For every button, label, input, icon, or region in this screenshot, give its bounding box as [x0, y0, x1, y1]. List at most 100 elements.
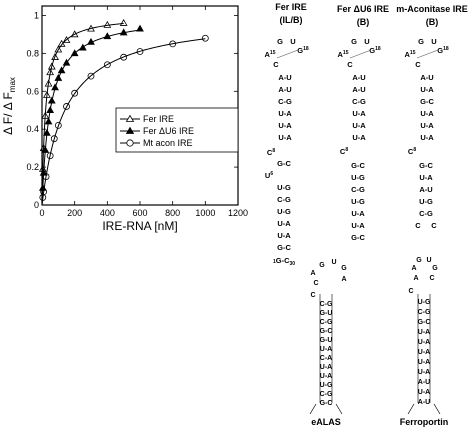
ferroportin-stem-pair: U-A	[418, 339, 430, 346]
ferroportin-bulge-c: C	[408, 288, 413, 295]
ealas-stem-pair: G-U	[320, 337, 333, 344]
ealas-loop-nt: A	[341, 276, 346, 283]
m-aconitase-ire-stem-pair: U-A	[419, 173, 433, 182]
ealas-stem-pair: C-G	[320, 391, 333, 398]
data-point-mt-acon-ire	[54, 122, 62, 129]
ferroportin-stem-pair: U-A	[418, 349, 430, 356]
data-point-mt-acon-ire	[71, 89, 79, 97]
ealas-stem-pair: C-G	[320, 319, 333, 326]
m-aconitase-ire-stem-pair: A-U	[419, 185, 432, 194]
data-point-fer-du6-ire	[119, 28, 128, 36]
fer-du6-ire-lower-stem: G-C U-G C-G U-G U-A U-A G-C	[351, 161, 365, 242]
ferroportin-loop-nt: G	[432, 265, 438, 272]
ealas-loop-nt: A	[310, 270, 315, 277]
data-point-mt-acon-ire	[63, 103, 70, 110]
fer-du6-ire-stem-pair: U-G	[351, 173, 365, 182]
data-point-fer-du6-ire	[136, 24, 144, 32]
fer-ire-stem-pair: A-U	[278, 85, 291, 94]
ealas-backbone	[309, 403, 317, 415]
data-point-fer-ire	[103, 20, 112, 28]
x-tick-label: 1000	[195, 208, 215, 218]
legend-label-mt-acon-ire: Mt acon IRE	[143, 138, 193, 148]
ferroportin-loop-nt: G	[416, 257, 422, 264]
data-point-fer-ire	[70, 30, 79, 38]
legend-marker-fer-du6-ire	[125, 126, 135, 134]
fer-ire-stem-pair: U-A	[277, 219, 291, 228]
ferroportin-backbone	[407, 403, 415, 415]
ferroportin-stem-pair: G-C	[418, 319, 431, 326]
ferroportin-loop-nt: A	[413, 275, 418, 282]
ferroportin-stem-pair: A-U	[418, 399, 430, 406]
x-tick-label: 400	[100, 208, 115, 218]
fer-du6-ire-stem-pair: A-U	[352, 85, 365, 94]
y-tick-label: 0	[34, 200, 39, 210]
legend-label-fer-du6-ire: Fer ΔU6 IRE	[143, 126, 194, 136]
m-aconitase-ire-a15: A15	[405, 50, 416, 59]
fer-ire-stem-pair: G-C	[277, 243, 291, 252]
fer-ire-stem-pair: C-G	[278, 97, 292, 106]
data-point-mt-acon-ire	[50, 135, 58, 143]
x-tick-label: 600	[132, 208, 147, 218]
ferroportin-stem-pair: U-A	[418, 389, 430, 396]
ealas-stem-pair: G-C	[320, 400, 333, 407]
data-point-fer-du6-ire	[87, 37, 95, 45]
legend-entry-mt-acon-ire: Mt acon IRE	[120, 138, 193, 148]
fer-du6-ire-loop-u: U	[364, 37, 369, 46]
fer-du6-ire-structure: Fer ΔU6 IRE (B) G U A15 G18 C A-U A-U C-…	[337, 4, 389, 242]
fer-du6-ire-c-pair: C	[347, 60, 353, 69]
m-aconitase-ire-loop-u: U	[431, 37, 436, 46]
fer-du6-ire-c8: C8	[340, 147, 348, 156]
ferroportin-stem-pair: C-G	[418, 309, 431, 316]
m-aconitase-ire-c-pair: C	[415, 60, 421, 69]
ealas-hairpin: G U G A C A C C-G G-U C-G G-C G-U U-A C-…	[309, 259, 347, 427]
x-tick-label: 1200	[228, 208, 248, 218]
ealas-stem-pair: C-A	[320, 355, 332, 362]
fer-ire-lower-stem: U-G C-G U-G U-A U-A G-C	[277, 183, 291, 252]
binding-curve-chart: 0 200 400 600 800 1000 1200 0 0.2 0.4 0.6 0.8 1 IRE-…	[1, 5, 248, 233]
fer-du6-ire-stem-pair: U-A	[352, 133, 366, 142]
fer-du6-ire-stem-pair: G-C	[351, 233, 365, 242]
data-point-fer-ire	[54, 45, 63, 53]
data-point-mt-acon-ire	[169, 40, 177, 48]
fer-du6-ire-stem-pair: U-A	[351, 221, 365, 230]
fer-ire-title: Fer IRE	[275, 2, 307, 12]
data-point-fer-du6-ire	[57, 66, 66, 74]
fer-du6-ire-g18: G18	[369, 46, 381, 55]
fer-ire-g18: G18	[297, 46, 309, 55]
m-aconitase-ire-stem-pair: U-G	[419, 197, 433, 206]
legend-marker-fer-ire	[125, 114, 135, 122]
fer-du6-ire-stem-pair: G-C	[351, 161, 365, 170]
data-point-fer-ire	[119, 18, 128, 26]
ferroportin-stem-pair: U-A	[418, 329, 430, 336]
legend-box	[115, 107, 239, 153]
data-point-mt-acon-ire	[136, 48, 144, 55]
data-point-fer-ire	[44, 79, 53, 87]
ferroportin-stem-pair: U-G	[418, 299, 431, 306]
ferroportin-stem-pair: A-U	[418, 379, 430, 386]
y-tick-label: 0.4	[26, 124, 39, 134]
y-tick-label: 0.2	[26, 162, 39, 172]
fer-ire-stem-pair: U-A	[278, 133, 292, 142]
ealas-backbone	[335, 403, 343, 415]
m-aconitase-ire-c8: C8	[408, 147, 416, 156]
fer-du6-ire-upper-stem: A-U A-U C-G U-A U-A U-A	[352, 73, 366, 142]
ferroportin-stem: U-G C-G G-C U-A U-A U-A U-A U-A A-U U-A …	[418, 299, 431, 406]
data-point-fer-ire	[41, 111, 50, 119]
fer-ire-stem-pair: U-A	[277, 231, 291, 240]
data-point-fer-du6-ire	[70, 49, 79, 57]
data-point-fer-ire	[43, 90, 51, 98]
m-aconitase-ire-unpaired-c: C	[415, 221, 421, 230]
data-point-fer-du6-ire	[41, 145, 50, 153]
x-tick-label: 800	[165, 208, 180, 218]
data-point-fer-ire	[57, 39, 66, 47]
fer-ire-stem-pair: U-A	[278, 121, 292, 130]
data-point-fer-du6-ire	[54, 73, 63, 81]
m-aconitase-ire-unpaired-c: C	[431, 221, 437, 230]
m-aconitase-ire-structure: m-Aconitase IRE (B) G U A15 G18 C A-U U-…	[396, 4, 468, 230]
m-aconitase-ire-subtitle: (B)	[426, 17, 439, 27]
data-point-fer-du6-ire	[51, 83, 59, 91]
ealas-loop-nt: C	[313, 280, 318, 287]
fer-ire-stem-pair: A-U	[278, 73, 291, 82]
data-markers	[38, 18, 209, 201]
